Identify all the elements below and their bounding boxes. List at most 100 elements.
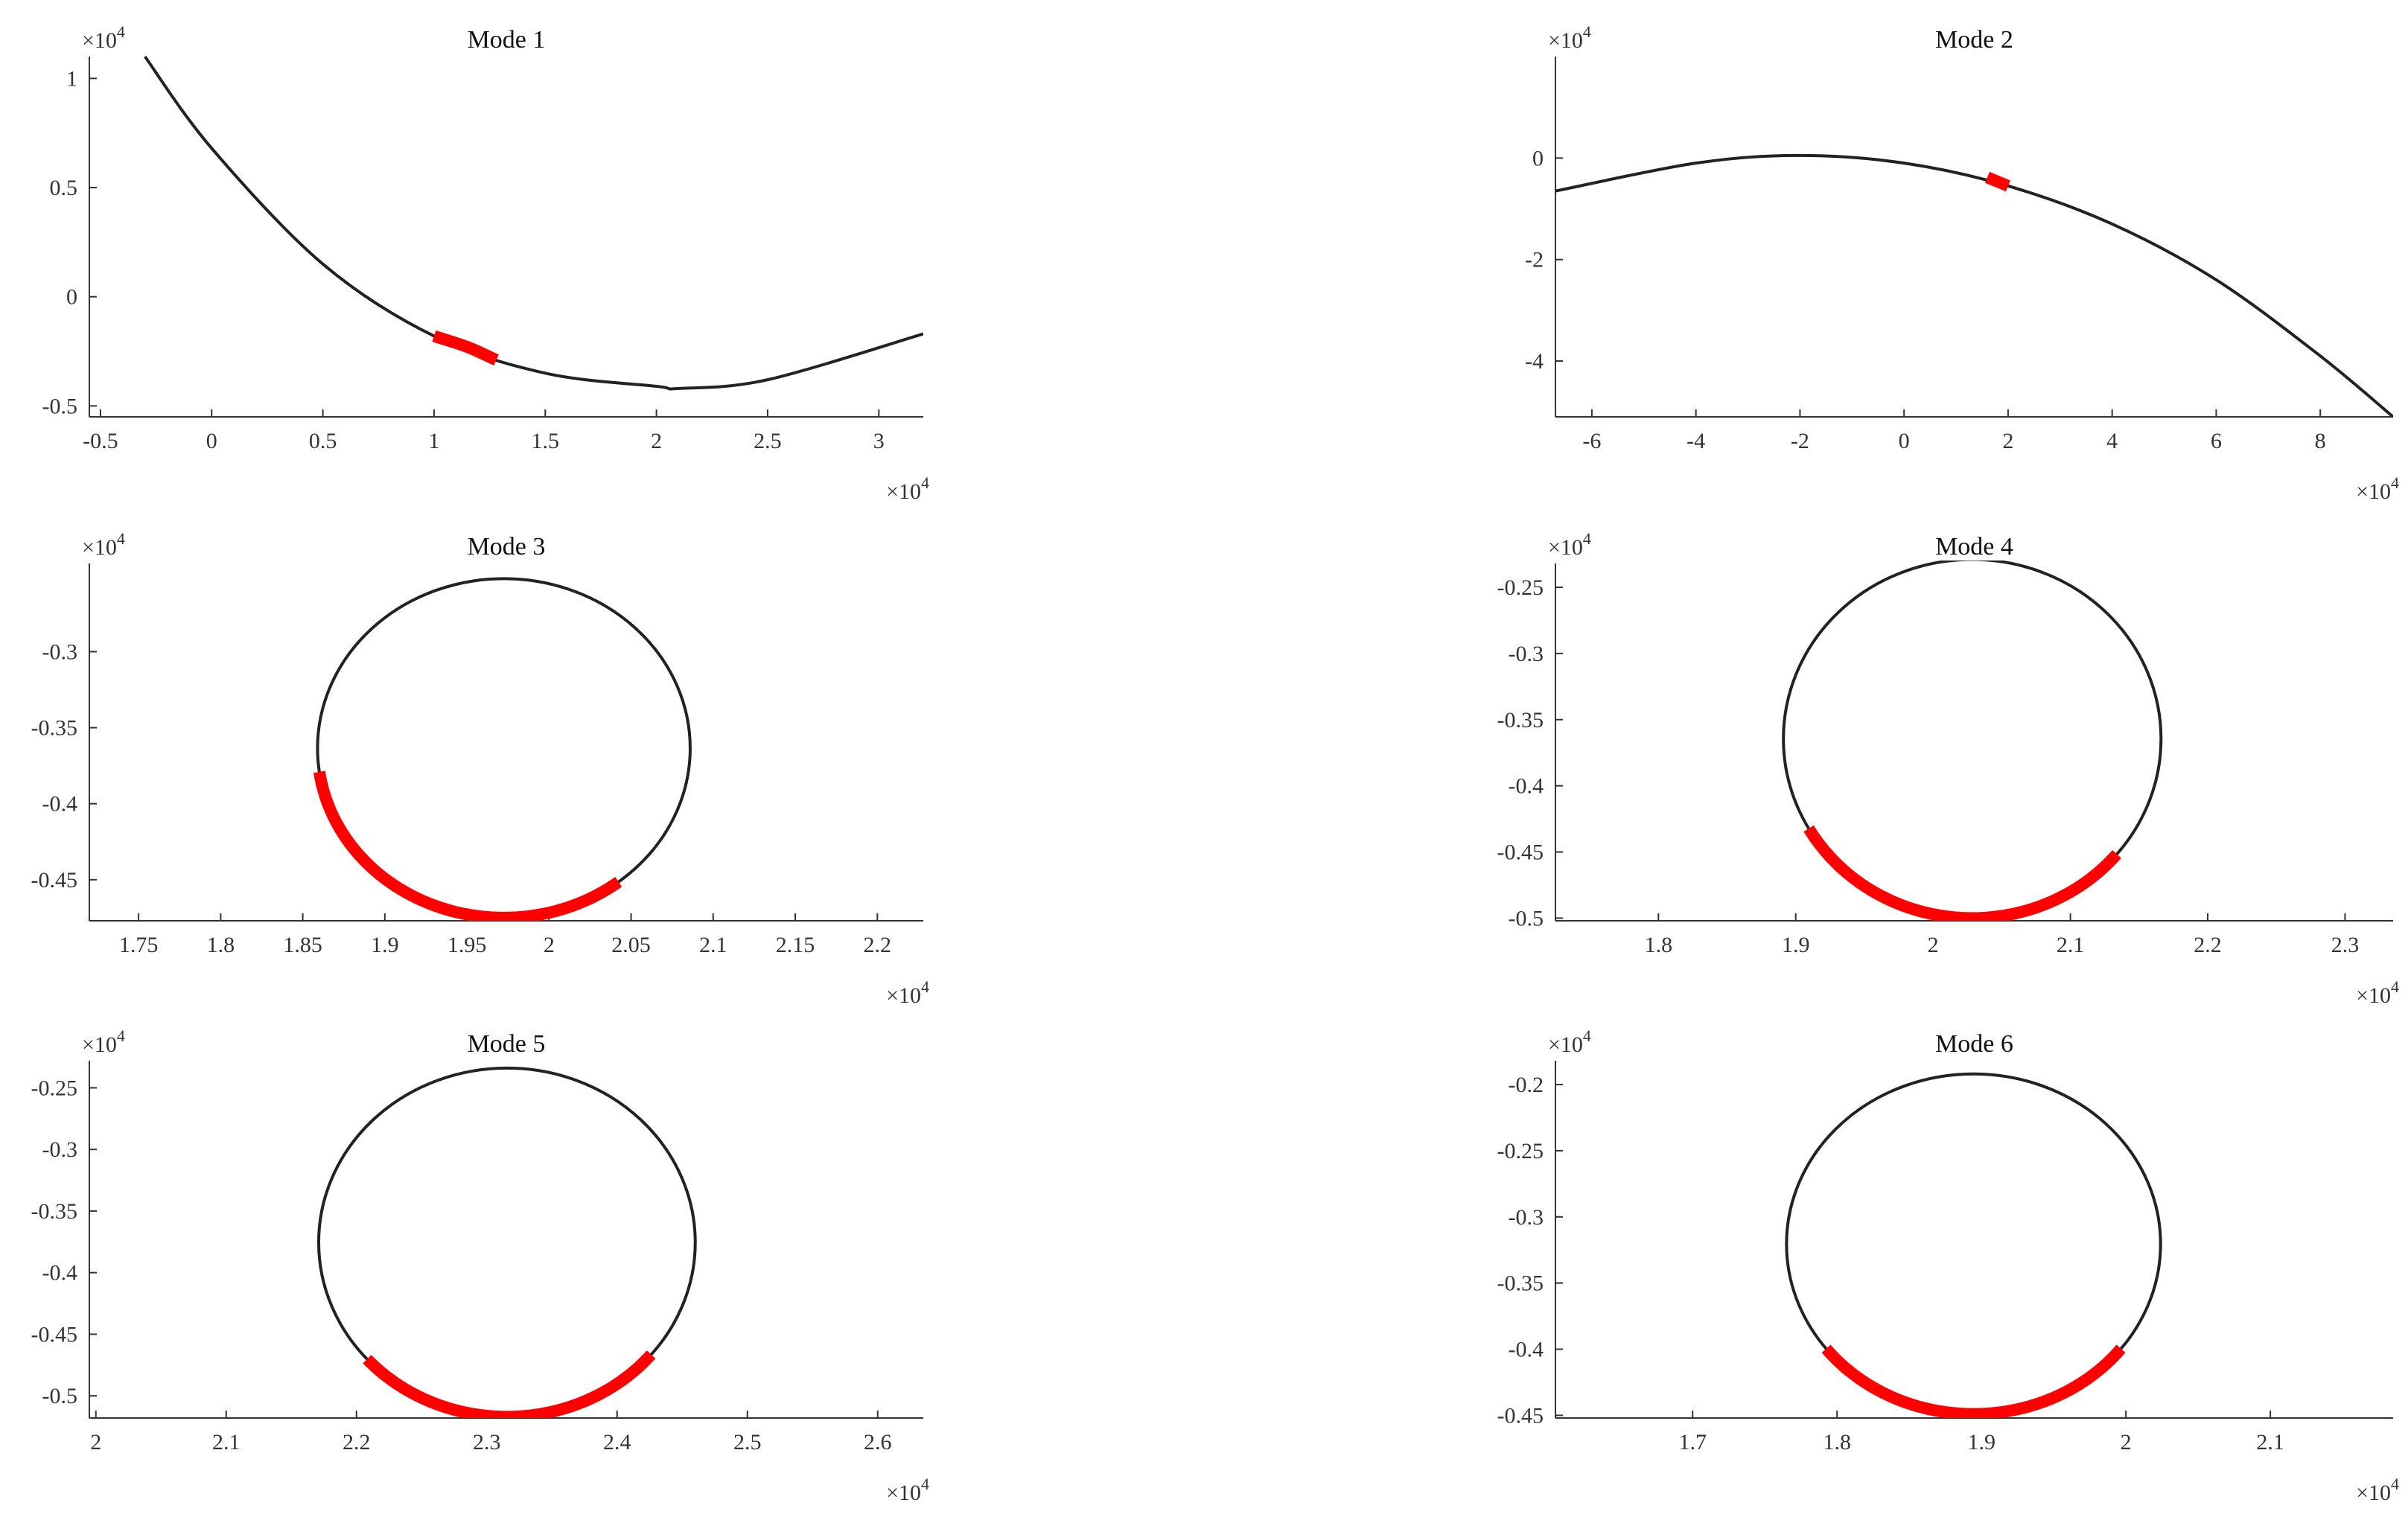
x-tick-label: 2 [2002, 429, 2013, 453]
multiplier-base: ×10 [2356, 1481, 2391, 1505]
y-tick-label: -2 [1525, 248, 1544, 272]
x-tick-label: 8 [2315, 429, 2326, 453]
multiplier-base: ×10 [886, 479, 921, 504]
x-tick-label: 4 [2106, 429, 2118, 453]
highlight-arc [1803, 825, 2121, 921]
mode-curve [1555, 153, 2393, 417]
y-axis-multiplier: ×104 [82, 529, 125, 560]
x-tick-label: 1.8 [1645, 933, 1673, 957]
y-tick-label: -0.4 [1509, 1338, 1544, 1362]
y-tick-label: -0.35 [1497, 1271, 1544, 1296]
multiplier-exponent: 4 [2391, 473, 2399, 492]
x-tick-label: 2.1 [2256, 1430, 2284, 1454]
y-tick-label: -0.4 [42, 792, 78, 817]
y-tick-label: -0.35 [1497, 708, 1544, 732]
y-tick-label: -0.45 [31, 1322, 78, 1347]
x-tick-label: 2 [651, 429, 662, 453]
x-tick-label: 6 [2211, 429, 2222, 453]
panel-mode-3: Mode 3 1.75 1.8 1.85 1.9 1.95 2 2.05 2.1 2.15 2.2 -… [31, 529, 930, 1008]
multiplier-base: ×10 [82, 535, 117, 560]
multiplier-base: ×10 [1548, 535, 1583, 560]
y-tick-label: -0.45 [1497, 840, 1544, 865]
x-axis-multiplier: ×104 [2356, 977, 2399, 1008]
panel-mode-4: Mode 4 1.8 1.9 2 2.1 2.2 2.3 -0.5 -0.45 -0.4 -0.35… [1497, 529, 2400, 1008]
x-tick-label: 2.4 [603, 1430, 631, 1454]
y-tick-label: -0.3 [1509, 642, 1544, 666]
multiplier-exponent: 4 [921, 1475, 929, 1493]
x-tick-label: 1.95 [447, 933, 487, 957]
multiplier-base: ×10 [886, 983, 921, 1008]
highlight-segment [432, 330, 499, 366]
y-tick-label: -0.25 [1497, 1139, 1544, 1163]
x-tick-label: 1.9 [1782, 933, 1810, 957]
y-tick-label: -0.45 [1497, 1403, 1544, 1428]
panel-title: Mode 5 [468, 1030, 546, 1058]
y-axis-multiplier: ×104 [1548, 529, 1591, 560]
y-tick-label: -0.35 [31, 716, 78, 741]
x-axis-multiplier: ×104 [886, 1475, 929, 1505]
y-tick-label: -0.5 [42, 1384, 78, 1408]
x-tick-label: 2.1 [2057, 933, 2085, 957]
multiplier-base: ×10 [1548, 28, 1583, 53]
y-tick-label: -0.3 [42, 639, 78, 664]
y-axis-multiplier: ×104 [82, 1026, 125, 1057]
highlight-arc [363, 1350, 656, 1418]
multiplier-exponent: 4 [117, 529, 125, 548]
y-tick-label: -0.25 [1497, 575, 1544, 600]
x-tick-label: 1.9 [371, 933, 399, 957]
x-tick-label: 2.3 [2331, 933, 2360, 957]
y-tick-label: -0.3 [1509, 1205, 1544, 1230]
x-tick-label: 0.5 [309, 429, 337, 453]
y-axis-multiplier: ×104 [1548, 22, 1591, 53]
y-tick-label: -0.35 [31, 1199, 78, 1224]
multiplier-exponent: 4 [2391, 977, 2399, 996]
x-tick-label: 2 [90, 1430, 101, 1454]
x-tick-label: -4 [1686, 429, 1705, 453]
multiplier-base: ×10 [2356, 479, 2391, 504]
y-tick-label: -0.3 [42, 1137, 78, 1162]
x-tick-label: -2 [1791, 429, 1809, 453]
highlight-arc [1821, 1344, 2126, 1418]
panel-mode-5: Mode 5 2 2.1 2.2 2.3 2.4 2.5 2.6 -0.5 -0.45 -0.4 -0… [31, 1026, 930, 1505]
multiplier-exponent: 4 [117, 22, 125, 41]
x-tick-label: 2 [2121, 1430, 2132, 1454]
panel-mode-2: Mode 2-6 -4 -2 0 2 4 6 8-4-20×104×104 [1525, 22, 2399, 504]
y-tick-label: 0 [1532, 146, 1544, 170]
multiplier-exponent: 4 [1583, 1026, 1591, 1045]
x-tick-label: 2 [544, 933, 555, 957]
y-axis-multiplier: ×104 [1548, 1026, 1591, 1057]
x-tick-label: 2.1 [699, 933, 727, 957]
x-tick-label: 2.3 [473, 1430, 501, 1454]
multiplier-exponent: 4 [2391, 1475, 2399, 1493]
mode-curve [144, 55, 923, 391]
y-tick-label: -4 [1525, 349, 1544, 374]
x-tick-label: 2.2 [343, 1430, 371, 1454]
multiplier-base: ×10 [1548, 1032, 1583, 1057]
x-tick-label: 0 [206, 429, 217, 453]
multiplier-base: ×10 [2356, 983, 2391, 1008]
y-tick-label: 1 [66, 66, 77, 91]
x-tick-label: 1.85 [283, 933, 322, 957]
panel-title: Mode 6 [1935, 1030, 2013, 1058]
x-tick-label: -6 [1582, 429, 1601, 453]
x-tick-label: 1.9 [1967, 1430, 1995, 1454]
multiplier-exponent: 4 [117, 1026, 125, 1045]
panel-title: Mode 4 [1935, 533, 2013, 561]
multiplier-exponent: 4 [921, 473, 929, 492]
multiplier-base: ×10 [82, 28, 117, 53]
x-tick-label: 1.5 [532, 429, 560, 453]
x-tick-label: 1.8 [207, 933, 235, 957]
panel-mode-1: Mode 1-0.5 0 0.5 1 1.5 2 2.5 3-0.500.51×104×104 [42, 22, 930, 504]
x-tick-label: -0.5 [83, 429, 118, 453]
y-tick-label: -0.2 [1509, 1073, 1544, 1097]
x-tick-label: 1.7 [1679, 1430, 1707, 1454]
multiplier-base: ×10 [82, 1032, 117, 1057]
x-tick-label: 1 [428, 429, 439, 453]
x-tick-label: 1.8 [1823, 1430, 1851, 1454]
multiplier-base: ×10 [886, 1481, 921, 1505]
y-tick-label: -0.4 [1509, 774, 1544, 799]
panel-mode-6: Mode 6 1.7 1.8 1.9 2 2.1 -0.45 -0.4 -0.35 -0.3 -0.… [1497, 1026, 2400, 1505]
x-axis-multiplier: ×104 [886, 977, 929, 1008]
y-tick-label: 0 [66, 285, 77, 310]
